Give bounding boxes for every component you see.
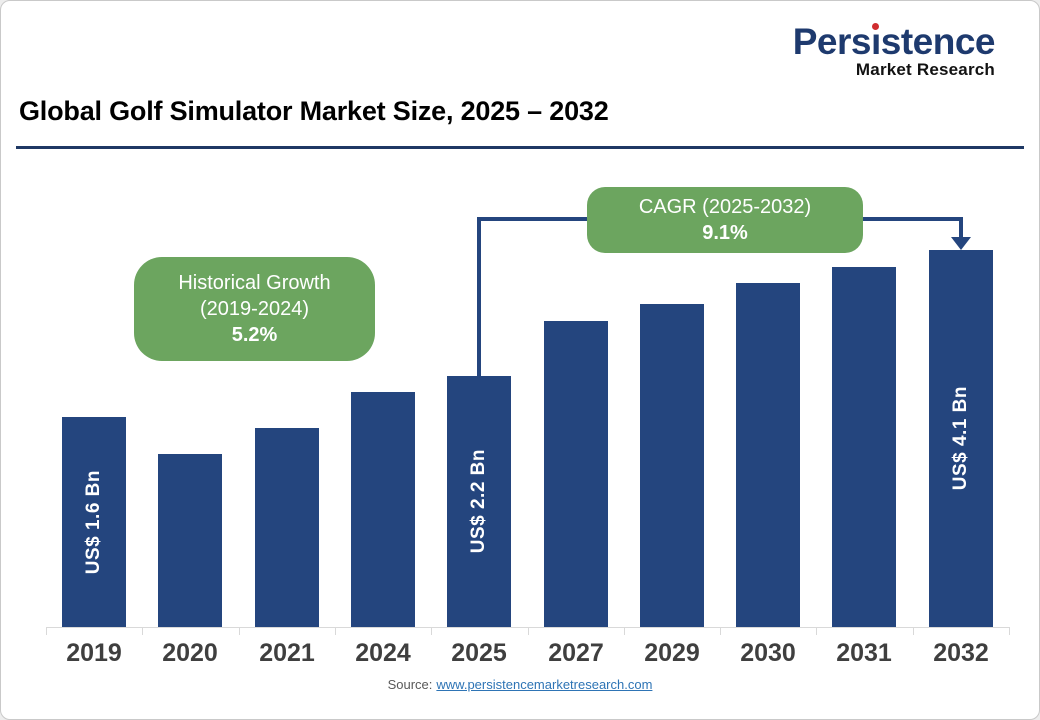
x-tick-label-2029: 2029 <box>644 639 700 667</box>
x-axis-tick <box>816 627 817 635</box>
source-line: Source: www.persistencemarketresearch.com <box>1 677 1039 692</box>
x-tick-label-2019: 2019 <box>66 639 122 667</box>
x-tick-label-2032: 2032 <box>933 639 989 667</box>
bar-value-label-2025: US$ 2.2 Bn <box>447 376 511 627</box>
bar-2029 <box>640 304 704 627</box>
cagr-callout-line1: CAGR (2025-2032) <box>638 196 812 218</box>
brand-name-pre: Pers <box>792 21 872 62</box>
x-tick-label-2027: 2027 <box>548 639 604 667</box>
historical-callout-line2: (2019-2024) <box>200 298 309 320</box>
x-axis-tick <box>720 627 721 635</box>
x-axis-tick <box>913 627 914 635</box>
bar-2031 <box>832 267 896 627</box>
x-tick-label-2020: 2020 <box>162 639 218 667</box>
brand-red-dot-icon <box>872 23 880 30</box>
cagr-connector-left-vertical <box>477 217 481 377</box>
brand-subtitle: Market Research <box>855 60 995 79</box>
x-axis-tick <box>239 627 240 635</box>
x-tick-label-2031: 2031 <box>836 639 892 667</box>
source-link[interactable]: www.persistencemarketresearch.com <box>436 677 653 692</box>
brand-name-post: stence <box>880 21 996 62</box>
bar-value-text: US$ 4.1 Bn <box>950 386 971 491</box>
x-axis-tick <box>624 627 625 635</box>
x-axis-tick <box>46 627 47 635</box>
cagr-callout-value: 9.1% <box>702 222 748 244</box>
bar-2027 <box>544 321 608 627</box>
x-tick-label-2025: 2025 <box>451 639 507 667</box>
x-axis-tick <box>431 627 432 635</box>
bar-2020 <box>158 454 222 627</box>
x-axis-tick <box>335 627 336 635</box>
bar-value-label-2019: US$ 1.6 Bn <box>62 417 126 627</box>
historical-growth-callout: Historical Growth (2019-2024) 5.2% <box>134 257 375 361</box>
bar-value-text: US$ 2.2 Bn <box>468 449 489 554</box>
cagr-arrow-down-icon <box>951 237 971 250</box>
brand-dotted-i: ı <box>871 23 881 60</box>
bar-2019: US$ 1.6 Bn <box>62 417 126 627</box>
x-tick-label-2021: 2021 <box>259 639 315 667</box>
cagr-connector-right-horizontal <box>859 217 963 221</box>
bar-value-text: US$ 1.6 Bn <box>83 469 104 575</box>
historical-callout-value: 5.2% <box>231 324 278 346</box>
cagr-connector-left-horizontal <box>477 217 591 221</box>
page-title: Global Golf Simulator Market Size, 2025 … <box>19 96 609 126</box>
x-axis-tick <box>528 627 529 635</box>
x-axis-tick <box>1009 627 1010 635</box>
x-tick-label-2024: 2024 <box>355 639 411 667</box>
source-label: Source: <box>387 677 433 692</box>
bar-2032: US$ 4.1 Bn <box>929 250 993 627</box>
bar-2025: US$ 2.2 Bn <box>447 376 511 627</box>
bar-2030 <box>736 283 800 627</box>
title-underline <box>16 146 1024 149</box>
historical-callout-line1: Historical Growth <box>178 272 331 294</box>
brand-name: Persı stence <box>792 21 996 62</box>
cagr-connector-right-vertical <box>959 217 963 239</box>
bar-2024 <box>351 392 415 627</box>
x-tick-label-2030: 2030 <box>740 639 796 667</box>
brand-logo: Persı stence Market Research <box>792 21 996 79</box>
x-axis-tick <box>142 627 143 635</box>
cagr-callout: CAGR (2025-2032) 9.1% <box>587 187 863 253</box>
bar-2021 <box>255 428 319 627</box>
bar-value-label-2032: US$ 4.1 Bn <box>929 250 993 627</box>
brand-dotless-i: ı <box>870 21 881 62</box>
